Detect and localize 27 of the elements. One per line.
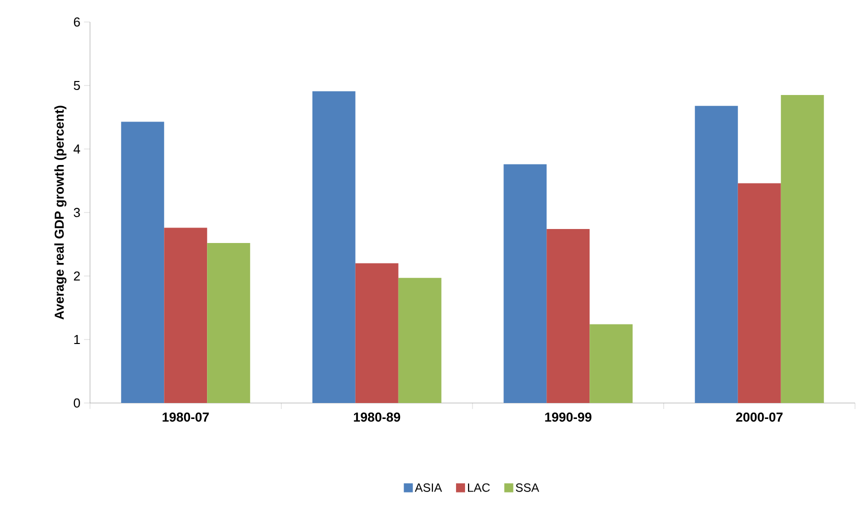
bar [780,95,824,403]
bar [355,263,398,403]
bar [398,278,442,403]
bar [590,324,633,403]
y-tick-label: 1 [74,335,80,344]
legend-label: SSA [516,483,540,492]
x-tick-label: 2000-07 [736,412,783,422]
y-tick-label: 3 [74,208,80,218]
bar [121,122,164,403]
bar [546,229,590,403]
y-axis-title: Average real GDP growth (percent) [54,106,66,320]
bar [694,106,738,403]
y-tick-label: 5 [74,80,80,90]
y-tick-label: 6 [74,17,80,27]
y-tick-label: 4 [74,144,80,154]
x-tick-label: 1990-99 [545,412,592,422]
legend-label: ASIA [414,483,442,492]
y-tick-label: 2 [74,271,80,281]
y-tick-label: 0 [74,398,80,408]
bar [738,183,781,403]
bar [504,164,547,403]
bar [207,242,250,403]
legend-label: LAC [468,483,490,492]
bar [312,91,356,403]
x-tick-label: 1980-89 [354,412,400,422]
x-tick-label: 1980-07 [162,412,209,422]
bar [164,228,208,403]
